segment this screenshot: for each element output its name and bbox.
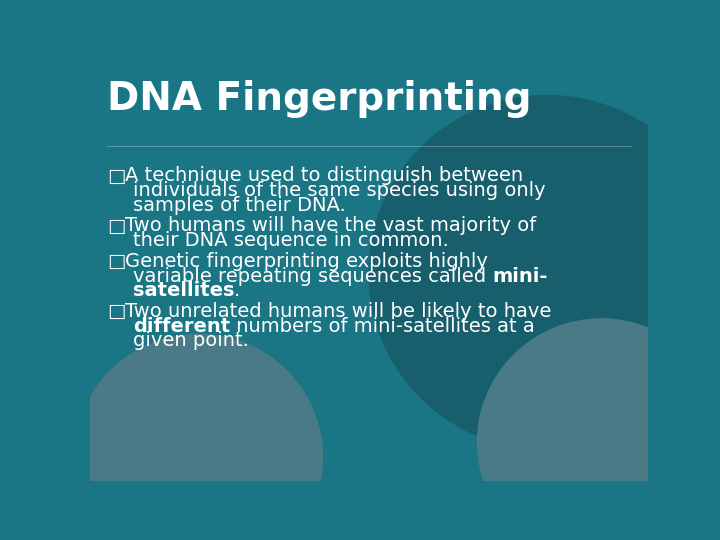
Text: .: . (234, 281, 240, 300)
Text: □: □ (107, 166, 125, 185)
Text: □: □ (107, 217, 125, 235)
Text: given point.: given point. (132, 331, 248, 350)
Text: variable repeating sequences called: variable repeating sequences called (132, 267, 492, 286)
Text: Two humans will have the vast majority of: Two humans will have the vast majority o… (125, 217, 536, 235)
Text: □: □ (107, 302, 125, 321)
Circle shape (369, 96, 720, 450)
Circle shape (477, 319, 720, 540)
Text: Two unrelated humans will be likely to have: Two unrelated humans will be likely to h… (125, 302, 552, 321)
Text: different: different (132, 316, 230, 335)
Text: A technique used to distinguish between: A technique used to distinguish between (125, 166, 523, 185)
Text: numbers of mini-satellites at a: numbers of mini-satellites at a (230, 316, 534, 335)
Text: individuals of the same species using only: individuals of the same species using on… (132, 181, 545, 200)
Text: □: □ (107, 252, 125, 271)
Text: DNA Fingerprinting: DNA Fingerprinting (107, 80, 531, 118)
Circle shape (74, 334, 323, 540)
Text: Genetic fingerprinting exploits highly: Genetic fingerprinting exploits highly (125, 252, 487, 271)
Text: satellites: satellites (132, 281, 234, 300)
Text: mini-: mini- (492, 267, 547, 286)
Text: samples of their DNA.: samples of their DNA. (132, 195, 346, 215)
Text: their DNA sequence in common.: their DNA sequence in common. (132, 231, 449, 250)
